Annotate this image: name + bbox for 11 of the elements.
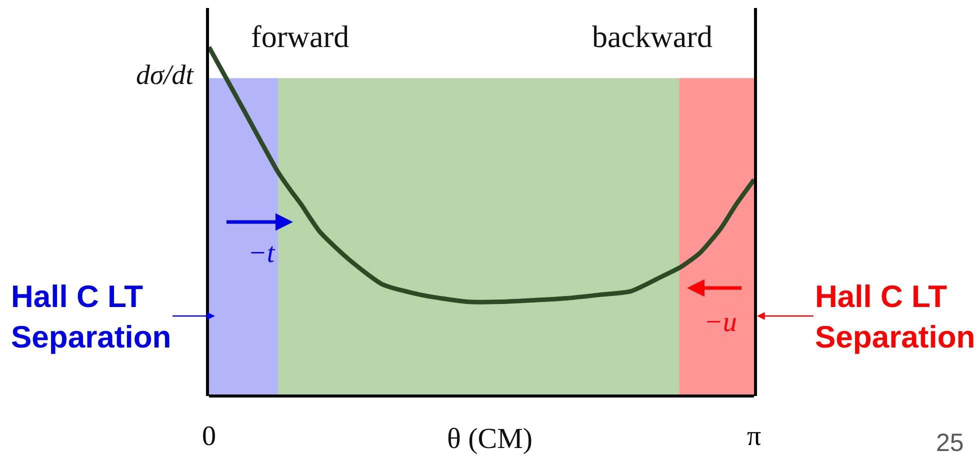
- annotation: −u: [704, 307, 737, 338]
- x-axis-title: θ (CM): [447, 423, 533, 455]
- x-tick-label: 0: [202, 421, 216, 452]
- annotation: −t: [248, 238, 276, 269]
- text: 25: [936, 429, 964, 457]
- annotation: backward: [592, 19, 713, 54]
- x-tick-label: π: [746, 421, 762, 452]
- y-axis-title: dσ/dt: [136, 60, 195, 91]
- band-label: Hall C LT Separation: [815, 279, 976, 354]
- band-label: Hall C LT Separation: [11, 279, 172, 354]
- annotation: forward: [251, 19, 350, 54]
